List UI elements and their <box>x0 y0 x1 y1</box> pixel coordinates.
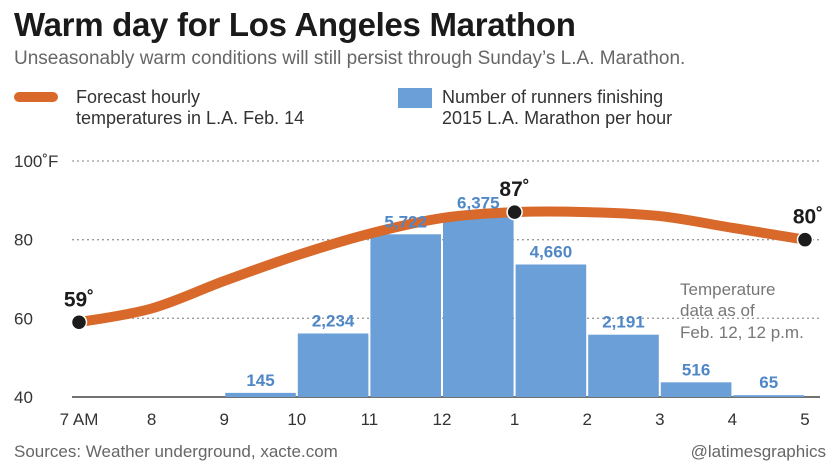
legend-temperature-line1: Forecast hourly <box>76 87 201 107</box>
runners-bar <box>225 392 296 397</box>
runners-bar <box>733 395 804 397</box>
runners-bar <box>297 333 369 397</box>
legend-temperature: Forecast hourly temperatures in L.A. Feb… <box>14 87 304 129</box>
temperature-point-label: 80˚ <box>793 206 823 229</box>
annotation-line3: Feb. 12, 12 p.m. <box>680 323 804 342</box>
legend-runners-line2: 2015 L.A. Marathon per hour <box>442 108 673 128</box>
runners-bar-label: 145 <box>246 371 274 390</box>
temperature-point <box>70 314 88 331</box>
x-tick-label: 3 <box>655 410 664 429</box>
legend-runners-line1: Number of runners finishing <box>442 87 664 107</box>
temperature-point <box>796 231 814 248</box>
chart-subtitle: Unseasonably warm conditions will still … <box>14 48 686 69</box>
runners-bar-label: 65 <box>759 373 778 392</box>
runners-bar-label: 516 <box>682 360 710 379</box>
x-tick-label: 7 AM <box>60 410 99 429</box>
bar-layer <box>225 215 804 397</box>
x-tick-label: 2 <box>582 410 591 429</box>
legend-temperature-swatch <box>14 92 58 102</box>
x-tick-label: 5 <box>800 410 809 429</box>
runners-bar <box>515 264 587 397</box>
annotation: Temperature data as of Feb. 12, 12 p.m. <box>680 280 804 342</box>
runners-bar-label: 2,234 <box>312 311 355 330</box>
x-tick-label: 10 <box>287 410 306 429</box>
runners-bar <box>588 334 659 397</box>
y-tick-label: 40 <box>14 388 33 407</box>
line-layer <box>74 206 810 328</box>
y-tick-label: 100˚F <box>14 152 58 171</box>
footer-sources: Sources: Weather underground, xacte.com <box>14 442 338 461</box>
legend-runners-text: Number of runners finishing 2015 L.A. Ma… <box>442 87 672 129</box>
footer-credit: @latimesgraphics <box>690 442 826 461</box>
legend-temperature-line2: temperatures in L.A. Feb. 14 <box>76 108 305 128</box>
runners-bar <box>660 382 732 397</box>
x-tick-label: 8 <box>147 410 156 429</box>
temperature-line <box>74 206 810 328</box>
x-tick-label: 4 <box>728 410 737 429</box>
label-layer: 145 2,234 5,722 6,375 4,660 2,191 516 65 59˚ 87˚ 8… <box>64 178 823 392</box>
chart-title: Warm day for Los Angeles Marathon <box>14 6 576 43</box>
x-tick-label: 12 <box>433 410 452 429</box>
legend-runners-swatch <box>398 88 432 108</box>
temperature-point-label: 87˚ <box>499 178 529 201</box>
temperature-point <box>506 203 523 221</box>
annotation-line1: Temperature <box>680 280 775 299</box>
runners-bar-label: 6,375 <box>457 194 500 213</box>
runners-bar-label: 2,191 <box>602 313 645 332</box>
x-tick-label: 11 <box>361 410 379 429</box>
x-tick-label: 1 <box>510 410 519 429</box>
runners-bar-label: 4,660 <box>530 242 573 261</box>
y-tick-label: 80 <box>14 231 33 250</box>
y-tick-label: 60 <box>14 309 33 328</box>
x-tick-label: 9 <box>219 410 228 429</box>
runners-bar <box>443 215 514 397</box>
runners-bar <box>370 234 441 397</box>
temperature-point-label: 59˚ <box>64 288 94 311</box>
legend-runners: Number of runners finishing 2015 L.A. Ma… <box>398 87 672 129</box>
legend-temperature-text: Forecast hourly temperatures in L.A. Feb… <box>76 87 304 129</box>
annotation-line2: data as of <box>680 301 755 320</box>
runners-bar-label: 5,722 <box>384 212 427 231</box>
